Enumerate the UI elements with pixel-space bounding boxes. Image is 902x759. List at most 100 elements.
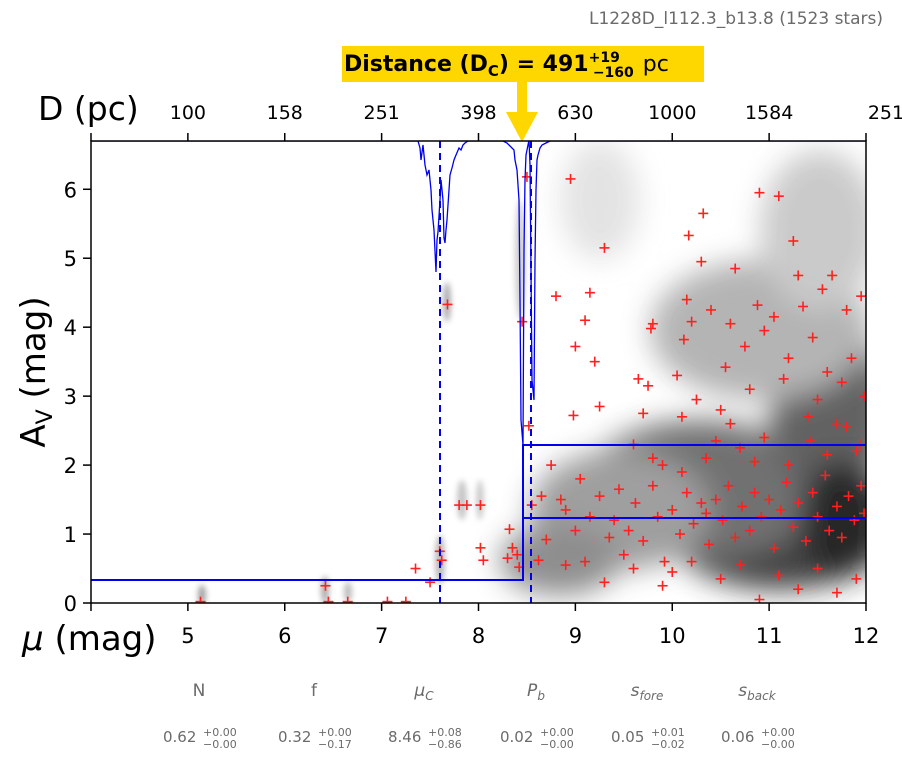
star-marker [723, 480, 734, 491]
distance-title: Distance (DC) = 491+19 −160 pc [344, 50, 669, 81]
star-marker [647, 453, 658, 464]
star-marker [461, 500, 472, 511]
star-marker [788, 522, 799, 533]
star-marker [778, 373, 789, 384]
star-marker [817, 284, 828, 295]
star-marker [541, 534, 552, 545]
star-marker [502, 553, 513, 564]
star-marker [667, 566, 678, 577]
star-marker [807, 487, 818, 498]
top-tick-label: 398 [460, 102, 496, 124]
star-marker [783, 460, 794, 471]
star-marker [555, 494, 566, 505]
y-axis-ticks: 0 1 2 3 4 5 6 [64, 178, 91, 616]
star-marker [768, 311, 779, 322]
y-tick-label: 0 [64, 592, 77, 616]
x-tick-label: 5 [181, 624, 194, 648]
star-marker [659, 556, 670, 567]
star-marker [570, 525, 581, 536]
distance-err-down: −160 [593, 65, 634, 81]
param-value: 0.32 [278, 728, 311, 746]
star-marker [410, 563, 421, 574]
star-marker [831, 587, 842, 598]
param-err-down: −0.00 [540, 738, 574, 751]
y-tick-label: 1 [64, 523, 77, 547]
star-marker [560, 504, 571, 515]
x-axis-label: μ (mag) [21, 619, 157, 659]
distance-title-sub: C [488, 62, 499, 80]
star-marker [756, 511, 767, 522]
star-marker [701, 453, 712, 464]
star-marker [604, 532, 615, 543]
star-marker [759, 432, 770, 443]
star-marker [754, 187, 765, 198]
x-tick-label: 12 [853, 624, 880, 648]
star-marker [342, 596, 353, 603]
star-marker [613, 484, 624, 495]
star-marker [618, 549, 629, 560]
star-marker [836, 377, 847, 388]
star-marker [425, 577, 436, 588]
star-marker [843, 491, 854, 502]
param-err-down: −0.17 [318, 738, 352, 751]
star-marker [831, 501, 842, 512]
star-marker [599, 242, 610, 253]
star-marker [698, 208, 709, 219]
param-err-down: −0.02 [651, 738, 685, 751]
star-marker [720, 362, 731, 373]
param-err-up: +0.00 [761, 726, 795, 739]
star-marker [859, 508, 866, 519]
star-marker [560, 560, 571, 571]
star-marker [672, 370, 683, 381]
star-marker [686, 316, 697, 327]
distance-title-value: ) = 491 [499, 52, 589, 77]
param-err-up: +0.01 [651, 726, 685, 739]
star-marker [836, 532, 847, 543]
star-marker [859, 391, 866, 402]
star-marker [744, 384, 755, 395]
star-marker [773, 191, 784, 202]
star-marker [570, 341, 581, 352]
star-marker [846, 353, 857, 364]
star-marker [710, 494, 721, 505]
x-tick-label: 10 [659, 624, 686, 648]
star-marker [783, 353, 794, 364]
star-marker [599, 577, 610, 588]
star-marker [657, 460, 668, 471]
star-marker [715, 573, 726, 584]
star-marker [683, 230, 694, 241]
param-err-down: −0.00 [203, 738, 237, 751]
star-marker [584, 511, 595, 522]
star-marker [645, 323, 656, 334]
top-tick-label: 1000 [648, 102, 696, 124]
star-marker [701, 508, 712, 519]
star-marker [793, 270, 804, 281]
star-marker [678, 334, 689, 345]
star-marker [568, 410, 579, 421]
star-marker [725, 318, 736, 329]
star-marker [696, 498, 707, 509]
star-marker [807, 332, 818, 343]
star-marker [781, 477, 792, 488]
star-marker [594, 491, 605, 502]
distance-arrow-icon [506, 82, 538, 142]
star-marker [575, 473, 586, 484]
star-marker [824, 525, 835, 536]
star-marker [647, 318, 658, 329]
star-marker [551, 291, 561, 302]
density-map [91, 141, 866, 603]
star-marker [546, 460, 557, 471]
star-marker [681, 487, 692, 498]
star-marker [382, 596, 393, 603]
top-tick-label: 251 [363, 102, 399, 124]
star-marker [533, 555, 544, 566]
star-marker [820, 470, 831, 481]
y-tick-label: 6 [64, 178, 77, 202]
top-axis-label: D (pc) [38, 89, 139, 128]
star-marker [688, 518, 699, 529]
star-marker [849, 515, 860, 526]
star-marker [735, 560, 746, 571]
star-marker [800, 535, 811, 546]
star-marker [594, 401, 605, 412]
